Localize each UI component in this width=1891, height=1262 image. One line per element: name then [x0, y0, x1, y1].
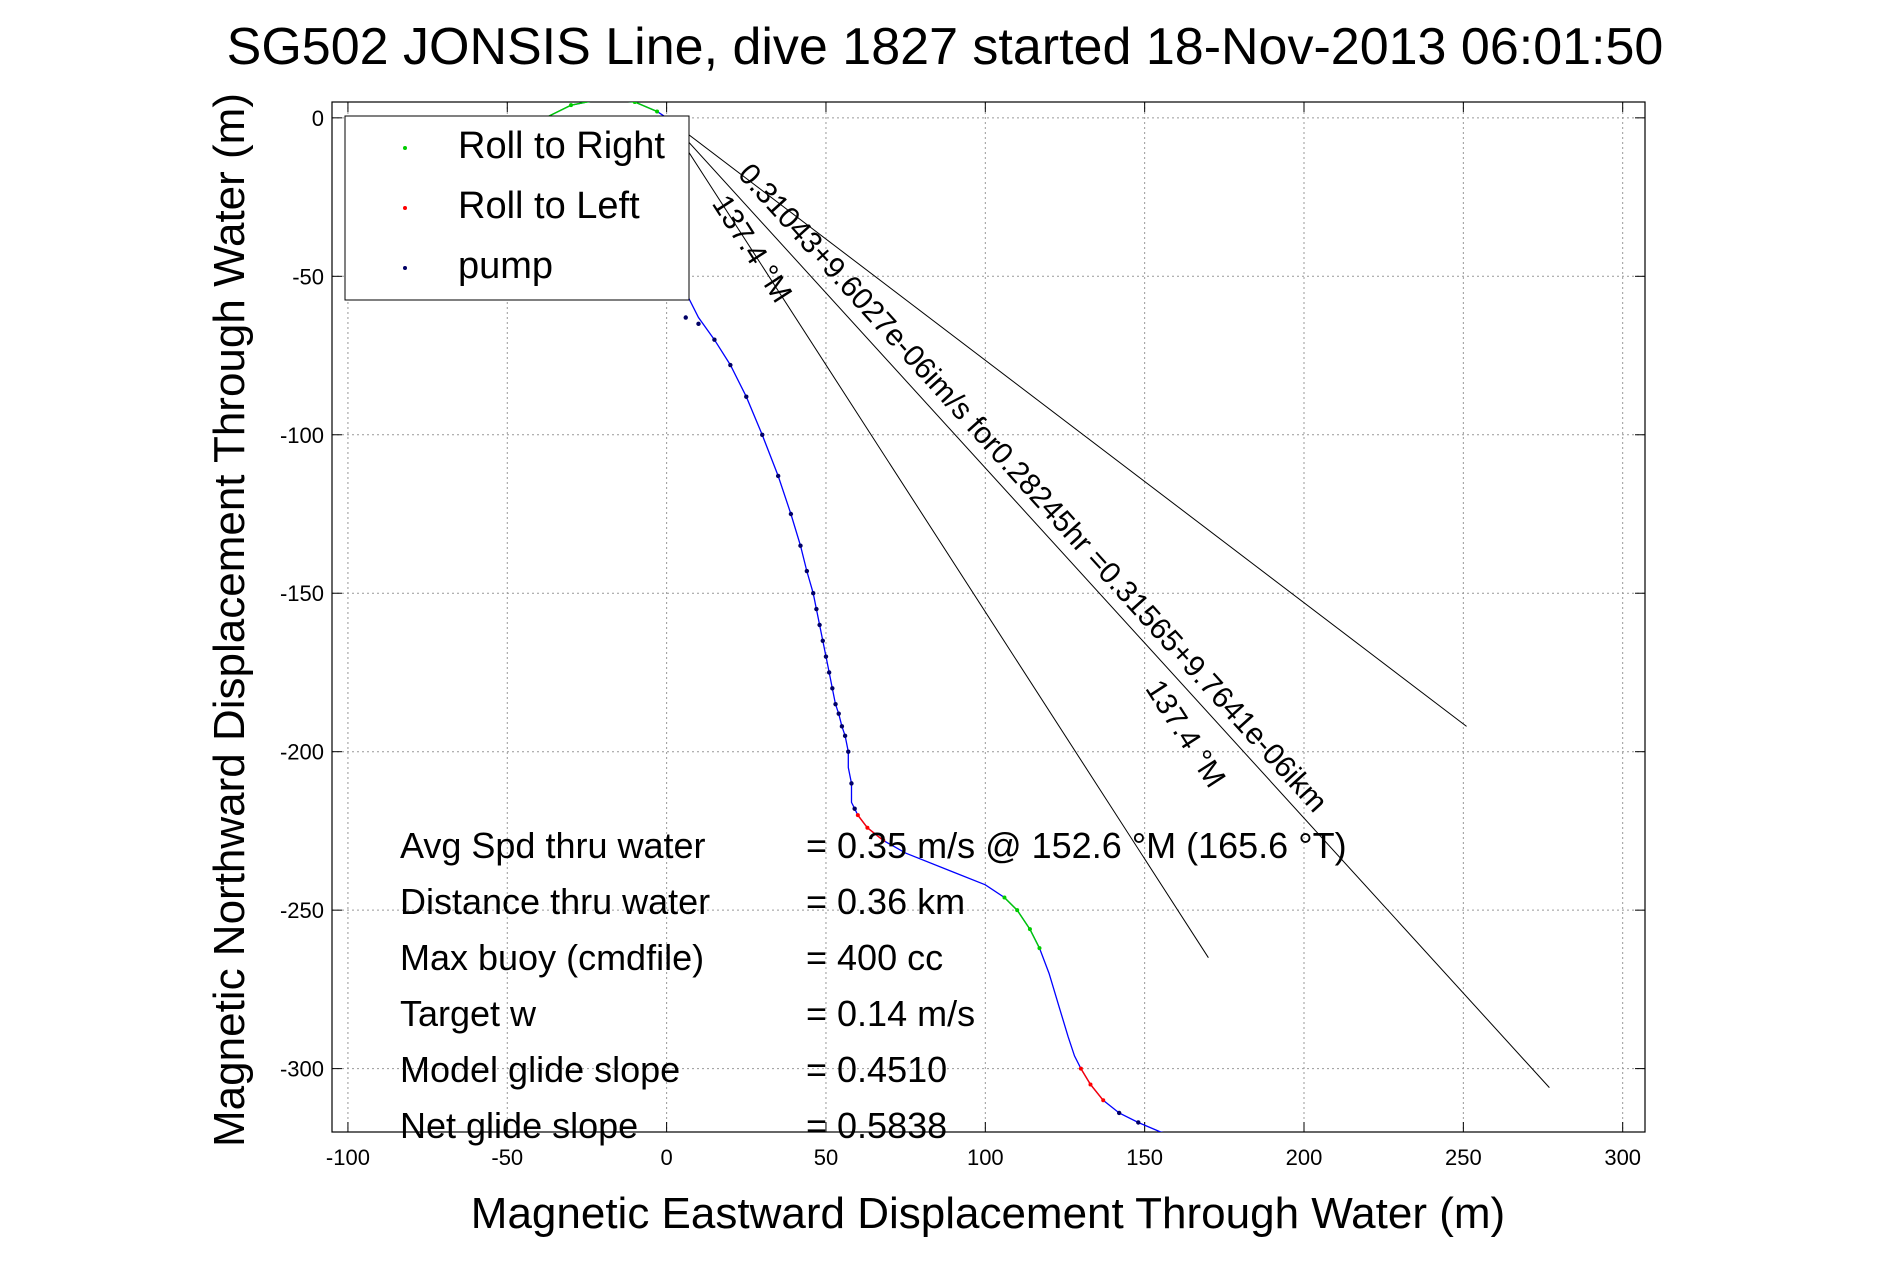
chart-title: SG502 JONSIS Line, dive 1827 started 18-… — [227, 18, 1664, 76]
x-tick-label: 0 — [660, 1145, 672, 1170]
annotations: 0.31043+9.6027e-06im/s for0.28245hr =0.3… — [705, 157, 1333, 818]
stat-label: Model glide slope — [400, 1049, 680, 1090]
slope-annotation: 0.31043+9.6027e-06im/s for0.28245hr =0.3… — [732, 157, 1334, 818]
stat-label: Avg Spd thru water — [400, 825, 706, 866]
legend-label: Roll to Right — [458, 125, 665, 167]
x-tick-label: 250 — [1445, 1145, 1482, 1170]
stat-value: = 0.14 m/s — [806, 993, 975, 1034]
pump-point — [826, 670, 832, 675]
legend-marker — [403, 146, 407, 150]
stat-value: = 0.36 km — [806, 881, 965, 922]
roll-left-point — [1101, 1098, 1106, 1103]
pump-point — [1136, 1120, 1141, 1125]
y-tick-label: 0 — [312, 106, 324, 131]
roll-right-segment — [545, 102, 658, 119]
stat-value: = 400 cc — [806, 937, 943, 978]
axes-box — [331, 101, 1646, 1133]
pump-point — [1116, 1110, 1122, 1116]
pump-point — [798, 543, 803, 548]
stat-value: = 0.35 m/s @ 152.6 °M (165.6 °T) — [806, 825, 1347, 866]
x-tick-label: 100 — [967, 1145, 1004, 1170]
grid-lines — [332, 102, 1645, 1132]
pump-point — [744, 394, 749, 399]
stat-label: Max buoy (cmdfile) — [400, 937, 704, 978]
reference-line — [666, 117, 1467, 727]
legend-marker — [403, 206, 407, 210]
y-tick-label: -50 — [292, 264, 324, 289]
legend: Roll to Right Roll to Left pump — [344, 115, 690, 301]
pump-point — [683, 315, 688, 320]
pump-point — [839, 724, 845, 729]
pump-point — [775, 473, 781, 479]
roll-right-point — [1027, 927, 1032, 932]
x-tick-label: -50 — [491, 1145, 523, 1170]
roll-right-point — [1002, 895, 1007, 900]
pump-point — [760, 432, 765, 437]
stats-block: Avg Spd thru water = 0.35 m/s @ 152.6 °M … — [400, 825, 1347, 1146]
pump-point — [830, 686, 835, 691]
pump-point — [833, 701, 838, 707]
y-tick-label: -300 — [280, 1057, 324, 1082]
pump-point — [696, 321, 701, 327]
pump-point — [846, 749, 851, 754]
pump-point — [852, 806, 857, 811]
pump-point — [836, 711, 841, 716]
x-tick-label: 300 — [1604, 1145, 1641, 1170]
reference-line — [666, 117, 1550, 1088]
pump-point — [804, 568, 810, 574]
y-tick-label: -200 — [280, 740, 324, 765]
y-tick-label: -100 — [280, 423, 324, 448]
y-axis-ticks: 0 -50 -100 -150 -200 -250 -300 — [280, 106, 1645, 1082]
roll-right-point — [1015, 908, 1020, 913]
roll-right-point — [632, 102, 637, 104]
stat-label: Distance thru water — [400, 881, 710, 922]
legend-label: pump — [458, 245, 553, 287]
stat-value: = 0.5838 — [806, 1105, 947, 1146]
y-tick-label: -250 — [280, 898, 324, 923]
x-tick-label: 50 — [814, 1145, 838, 1170]
y-tick-label: -150 — [280, 581, 324, 606]
roll-right-point — [601, 97, 605, 101]
roll-left-point — [1078, 1066, 1083, 1071]
legend-box — [344, 115, 690, 301]
pump-point — [712, 337, 717, 342]
reference-line — [666, 117, 1209, 958]
pump-point — [811, 591, 816, 596]
pump-point — [817, 622, 822, 628]
roll-left-point — [865, 825, 870, 830]
pump-point — [823, 654, 829, 659]
x-tick-label: 200 — [1286, 1145, 1323, 1170]
stat-label: Target w — [400, 993, 537, 1034]
y-axis-label: Magnetic Northward Displacement Through … — [205, 93, 254, 1147]
pump-point — [814, 606, 819, 612]
legend-label: Roll to Left — [458, 185, 640, 227]
data-layer — [543, 97, 1550, 1132]
stat-value: = 0.4510 — [806, 1049, 947, 1090]
roll-left-point — [855, 813, 860, 818]
pump-point — [788, 511, 794, 517]
roll-left-point — [1088, 1082, 1093, 1087]
x-axis-ticks: -100 -50 0 50 100 150 200 250 300 — [326, 102, 1641, 1170]
roll-left-point — [881, 838, 886, 843]
roll-right-point — [655, 109, 660, 114]
roll-right-segment — [1003, 897, 1041, 949]
roll-right-point — [1037, 946, 1042, 951]
pump-point — [728, 362, 733, 368]
x-axis-label: Magnetic Eastward Displacement Through W… — [471, 1189, 1505, 1238]
x-tick-label: -100 — [326, 1145, 370, 1170]
stat-label: Net glide slope — [400, 1105, 638, 1146]
pump-point — [820, 638, 825, 643]
legend-marker — [403, 266, 407, 270]
x-tick-label: 150 — [1126, 1145, 1163, 1170]
pump-point — [849, 781, 854, 786]
roll-right-point — [569, 103, 574, 108]
pump-point — [842, 733, 848, 739]
